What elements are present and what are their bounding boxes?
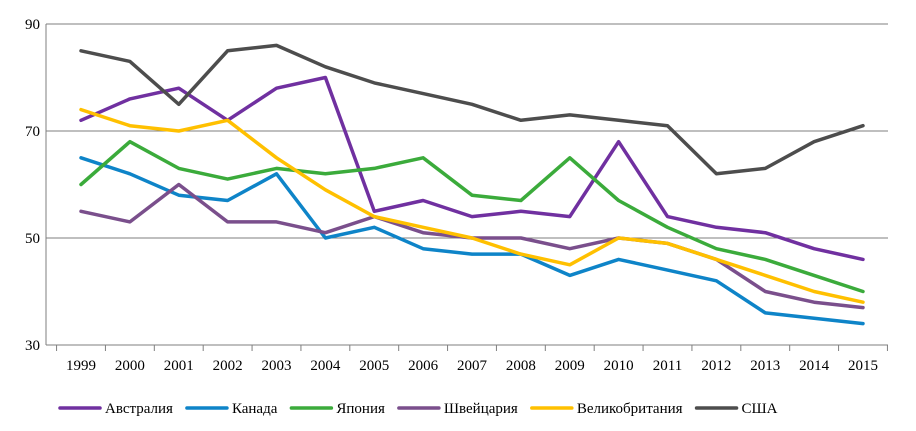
x-tick-label: 2007	[457, 358, 488, 374]
y-tick-label: 70	[25, 124, 40, 140]
y-tick-label: 50	[25, 231, 40, 247]
series-line-1	[79, 156, 865, 326]
x-tick-label: 2014	[799, 358, 830, 374]
y-tick-label: 30	[25, 338, 40, 354]
legend-label: Швейцария	[444, 401, 518, 417]
series-line-4	[79, 107, 865, 304]
x-tick-label: 2005	[359, 358, 389, 374]
x-tick-label: 2015	[848, 358, 878, 374]
y-axis-ticks: 30 50 70 90	[25, 17, 40, 354]
x-tick-label: 2013	[750, 358, 780, 374]
x-tick-label: 2002	[213, 358, 243, 374]
x-tick-label: 2003	[262, 358, 292, 374]
legend-label: Австралия	[105, 401, 173, 417]
series-line-0	[79, 75, 865, 262]
legend-label: Великобритания	[577, 401, 683, 417]
x-tick-label: 2011	[653, 358, 682, 374]
x-tick-label: 2006	[408, 358, 439, 374]
legend: Австралия Канада Япония Швейцария Великобрит…	[58, 401, 778, 417]
y-tick-label: 90	[25, 17, 40, 33]
x-tick-label: 1999	[66, 358, 96, 374]
x-tick-label: 2001	[164, 358, 194, 374]
series-line-5	[79, 43, 865, 176]
legend-label: Канада	[232, 401, 278, 417]
x-tick-label: 2009	[555, 358, 585, 374]
x-tick-label: 2000	[115, 358, 145, 374]
series-line-3	[79, 182, 865, 310]
legend-label: США	[742, 401, 778, 417]
x-axis-ticks: 1999 2000 2001 2002 2003 2004 2005 2006 2007 2008…	[66, 358, 878, 374]
x-tick-label: 2004	[310, 358, 341, 374]
x-tick-label: 2008	[506, 358, 536, 374]
series-line-2	[79, 139, 865, 294]
legend-label: Япония	[336, 401, 385, 417]
x-tick-label: 2010	[604, 358, 634, 374]
x-tick-label: 2012	[701, 358, 731, 374]
series-layer	[79, 43, 865, 326]
